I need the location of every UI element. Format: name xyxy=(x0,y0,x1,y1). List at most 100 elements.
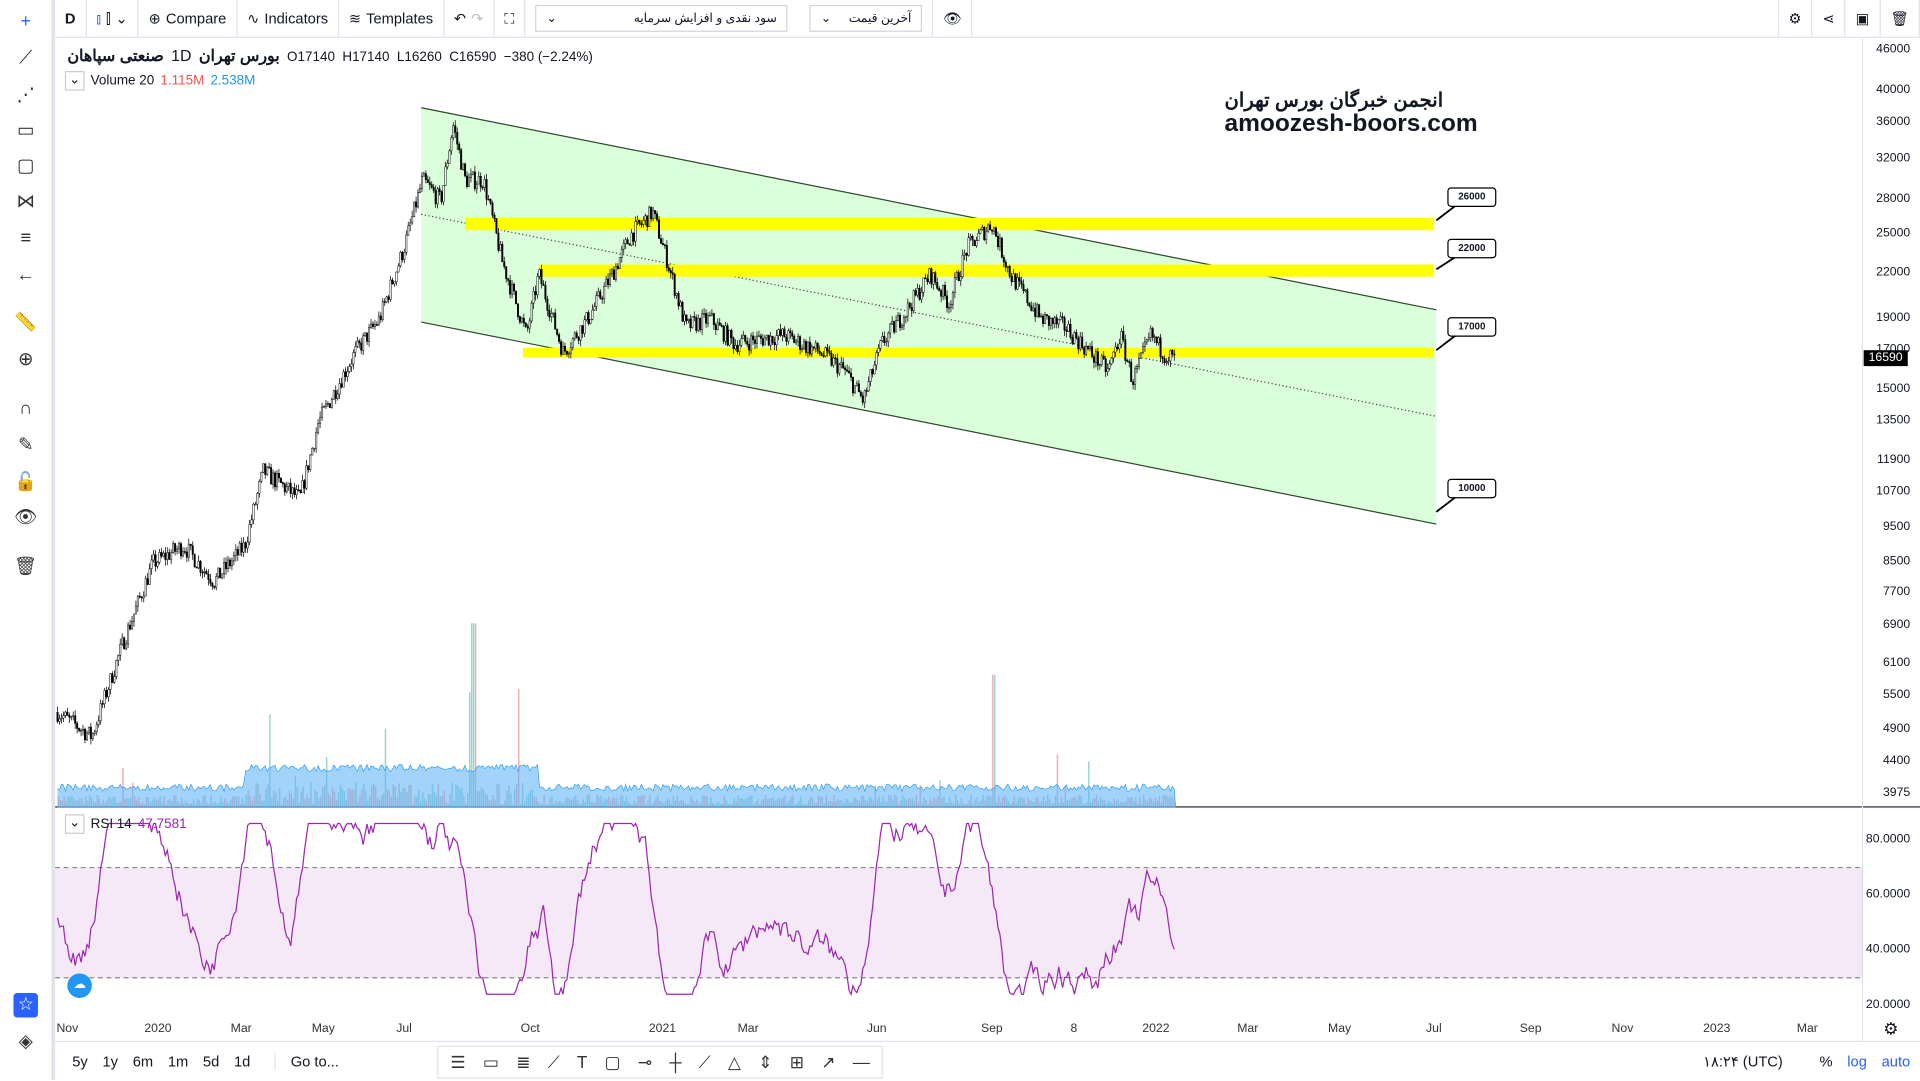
fib-icon[interactable]: ⋰ xyxy=(16,84,35,106)
candle-body xyxy=(995,227,997,237)
candle-body xyxy=(801,347,804,350)
interval-button[interactable]: D xyxy=(55,0,87,37)
lock-icon[interactable]: 🔓 xyxy=(14,471,38,493)
level-callout[interactable]: 22000 xyxy=(1447,238,1497,259)
arrow-icon[interactable]: ↗ xyxy=(821,1051,836,1071)
collapse-chevron-icon[interactable]: ⌄ xyxy=(64,814,85,834)
candle-body xyxy=(1120,331,1123,345)
candle-body xyxy=(379,315,382,320)
candle-body xyxy=(483,179,486,188)
candle-body xyxy=(712,313,715,326)
high-value: H17140 xyxy=(342,50,390,65)
candle-body xyxy=(123,637,126,650)
eye-icon[interactable]: 👁 xyxy=(14,506,38,528)
range-5d[interactable]: 5d xyxy=(202,1053,220,1071)
eye-icon[interactable]: 👁 xyxy=(932,0,973,37)
candle-body xyxy=(413,201,416,217)
level-callout[interactable]: 10000 xyxy=(1447,478,1497,499)
crosshair-icon[interactable]: + xyxy=(20,11,32,32)
rectangle-icon[interactable]: ▭ xyxy=(17,120,35,141)
rect-icon[interactable]: ▭ xyxy=(482,1051,500,1071)
range-6m[interactable]: 6m xyxy=(132,1053,154,1071)
candle-body xyxy=(522,317,525,324)
range-1m[interactable]: 1m xyxy=(167,1053,189,1071)
candle-body xyxy=(971,236,974,241)
log-toggle[interactable]: log xyxy=(1847,1053,1867,1071)
lock-drawing-icon[interactable]: ✎ xyxy=(18,434,34,456)
layers-icon[interactable]: ◈ xyxy=(18,1031,33,1052)
volume-bar xyxy=(470,623,473,807)
annotation-icon[interactable]: ▢ xyxy=(17,155,35,177)
prediction-icon[interactable]: ≡ xyxy=(20,227,32,249)
chart-type-button[interactable]: ⫾ ⫿ ⌄ xyxy=(87,0,139,37)
parallel-icon[interactable]: ≣ xyxy=(516,1051,531,1071)
axis-settings-gear-icon[interactable]: ⚙ xyxy=(1883,1018,1899,1039)
settings-gear-icon[interactable]: ⚙ xyxy=(1777,0,1813,37)
measure-icon[interactable]: ⊞ xyxy=(789,1051,805,1071)
callout-icon[interactable]: ▢ xyxy=(604,1051,621,1071)
candle-body xyxy=(1098,364,1101,366)
candle-body xyxy=(748,343,751,351)
candle-body xyxy=(822,355,825,357)
templates-button[interactable]: ≋ Templates xyxy=(339,0,445,37)
triangle-icon[interactable]: △ xyxy=(727,1051,742,1071)
candle-body xyxy=(663,244,666,247)
candle-body xyxy=(297,489,300,491)
cross-icon[interactable]: ┼ xyxy=(669,1051,682,1071)
compare-button[interactable]: ⊕ Compare xyxy=(139,0,238,37)
path-icon[interactable]: ⟋ xyxy=(698,1051,711,1071)
price-type-dropdown[interactable]: ⌄ آخرین قیمت xyxy=(809,4,923,32)
zoom-icon[interactable]: ⊕ xyxy=(18,348,34,370)
candle-body xyxy=(84,728,86,741)
candle-body xyxy=(466,175,469,187)
line-icon[interactable]: ⟋ xyxy=(547,1051,560,1071)
level-callout[interactable]: 17000 xyxy=(1447,317,1497,337)
lines-icon[interactable]: ☰ xyxy=(450,1051,466,1071)
ray-icon[interactable]: ⊸ xyxy=(637,1051,653,1071)
candle-body xyxy=(867,381,870,392)
candle-body xyxy=(1040,315,1043,318)
favorites-star-icon[interactable]: ☆ xyxy=(13,993,38,1018)
candle-body xyxy=(221,573,224,579)
share-icon[interactable]: ⋖ xyxy=(1813,0,1846,37)
trendline-icon[interactable]: ⟋ xyxy=(19,47,33,69)
candle-body xyxy=(661,243,664,246)
ruler-icon[interactable]: 📏 xyxy=(14,312,38,334)
corporate-actions-dropdown[interactable]: ⌄ سود نقدی و افزایش سرمایه xyxy=(535,4,788,32)
timezone-clock[interactable]: ۱۸:۲۴ (UTC) xyxy=(1703,1053,1783,1071)
range-1y[interactable]: 1y xyxy=(102,1053,119,1071)
percent-toggle[interactable]: % xyxy=(1819,1053,1833,1071)
text-icon[interactable]: T xyxy=(576,1051,588,1071)
hline-icon[interactable]: — xyxy=(852,1051,870,1071)
range-5y[interactable]: 5y xyxy=(72,1053,88,1071)
fullscreen-icon[interactable]: ⛶ xyxy=(494,0,526,37)
cloud-icon[interactable]: ☁ xyxy=(67,973,92,998)
price-tick: 25000 xyxy=(1876,226,1911,241)
range-1d[interactable]: 1d xyxy=(233,1053,251,1071)
indicators-button[interactable]: ∿ Indicators xyxy=(237,0,340,37)
time-tick: Sep xyxy=(1519,1022,1542,1036)
chart-canvas[interactable] xyxy=(55,37,1920,1041)
candle-body xyxy=(346,371,349,377)
level-callout[interactable]: 26000 xyxy=(1447,187,1497,207)
back-arrow-icon[interactable]: ← xyxy=(16,264,35,286)
goto-button[interactable]: Go to... xyxy=(274,1053,339,1071)
candle-body xyxy=(507,278,510,281)
volume-bar xyxy=(517,689,520,807)
redo-icon[interactable]: ↷ xyxy=(471,9,484,27)
candle-body xyxy=(628,243,631,246)
candle-body xyxy=(1018,277,1021,282)
trash-icon[interactable]: 🗑 xyxy=(1881,0,1920,37)
range-icon[interactable]: ⇕ xyxy=(758,1051,773,1071)
magnet-icon[interactable]: ∩ xyxy=(19,397,33,419)
auto-toggle[interactable]: auto xyxy=(1881,1053,1911,1071)
undo-icon[interactable]: ↶ xyxy=(453,9,467,27)
candle-body xyxy=(936,282,939,289)
candle-body xyxy=(658,219,661,239)
collapse-chevron-icon[interactable]: ⌄ xyxy=(64,71,85,91)
snapshot-icon[interactable]: ▣ xyxy=(1846,0,1881,37)
candle-body xyxy=(515,290,517,304)
trash-icon[interactable]: 🗑 xyxy=(14,555,38,577)
pattern-icon[interactable]: ⋈ xyxy=(16,191,35,212)
candle-body xyxy=(940,290,943,297)
